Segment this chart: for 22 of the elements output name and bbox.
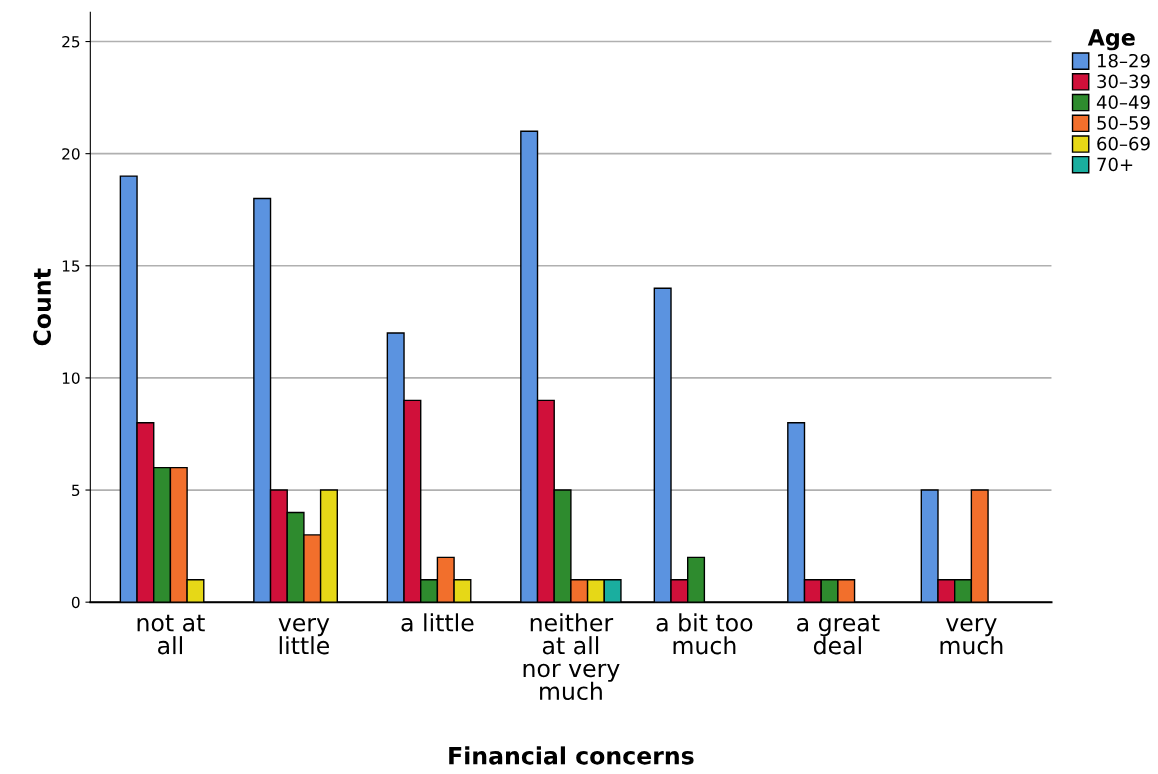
- y-tick-label: 0: [71, 596, 80, 609]
- x-axis-title: Financial concerns: [449, 746, 694, 765]
- legend-title: Age: [1087, 29, 1135, 51]
- x-tick-label: a great deal: [797, 614, 880, 655]
- x-tick-label: neither at all nor very much: [523, 613, 620, 701]
- legend-label: 30–39: [1097, 74, 1150, 89]
- y-tick-label: 25: [62, 36, 80, 48]
- legend-label: 40–49: [1096, 95, 1150, 109]
- legend-label: 60–69: [1097, 136, 1150, 151]
- x-tick-label: a bit too much: [656, 613, 753, 655]
- x-tick-label: a little: [401, 613, 474, 632]
- y-tick-label: 10: [62, 372, 80, 384]
- x-tick-label: not at all: [137, 614, 205, 655]
- y-axis-title: Count: [33, 268, 52, 346]
- y-tick-label: 5: [72, 484, 80, 497]
- x-tick-label: very much: [940, 618, 1003, 655]
- y-tick-label: 15: [62, 260, 80, 272]
- legend-label: 18–29: [1097, 53, 1150, 68]
- x-tick-label: very little: [278, 618, 330, 655]
- legend-label: 70+: [1097, 157, 1133, 172]
- legend-label: 50–59: [1097, 116, 1150, 130]
- y-tick-label: 20: [62, 148, 80, 160]
